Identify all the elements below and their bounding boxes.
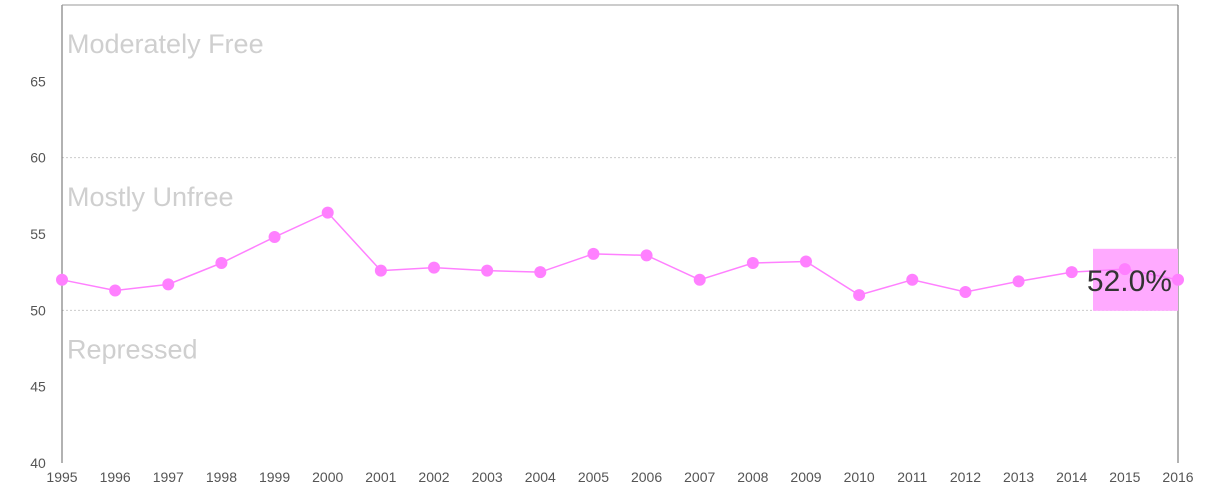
data-point-2012: [959, 286, 972, 299]
y-tick-55: 55: [30, 226, 46, 242]
data-point-2002: [428, 261, 440, 274]
data-point-2009: [800, 255, 812, 268]
grid-layer: [62, 157, 1178, 311]
data-point-2010: [853, 289, 866, 302]
data-point-2007: [693, 273, 706, 286]
data-point-2008: [746, 257, 759, 270]
x-tick-2011: 2011: [897, 469, 927, 485]
x-tick-2010: 2010: [844, 469, 875, 485]
data-point-2016: [1172, 273, 1184, 286]
y-tick-60: 60: [30, 150, 46, 166]
data-point-1995: [56, 273, 68, 286]
band-label-mostly-unfree: Mostly Unfree: [67, 182, 234, 212]
x-tick-2001: 2001: [365, 469, 396, 485]
data-point-2013: [1012, 275, 1025, 288]
data-point-2014: [1065, 266, 1078, 279]
x-tick-2015: 2015: [1109, 469, 1140, 485]
x-tick-2009: 2009: [790, 469, 821, 485]
data-point-2005: [587, 247, 600, 260]
series-layer: [56, 206, 1184, 302]
x-tick-2008: 2008: [737, 469, 768, 485]
data-point-2011: [906, 273, 919, 286]
x-tick-2016: 2016: [1162, 469, 1193, 485]
x-tick-2000: 2000: [312, 469, 343, 485]
band-label-repressed: Repressed: [67, 335, 198, 365]
value-label-layer: 52.0%: [1087, 265, 1172, 298]
x-tick-2006: 2006: [631, 469, 662, 485]
y-tick-65: 65: [30, 73, 46, 89]
data-point-2015: [1118, 263, 1131, 276]
x-tick-2007: 2007: [684, 469, 715, 485]
x-tick-2003: 2003: [472, 469, 503, 485]
x-tick-1999: 1999: [259, 469, 290, 485]
x-tick-1997: 1997: [153, 469, 184, 485]
x-tick-1996: 1996: [100, 469, 131, 485]
highlight-layer: [1093, 248, 1178, 311]
y-tick-40: 40: [30, 455, 46, 471]
data-point-2004: [534, 266, 547, 279]
x-tick-2012: 2012: [950, 469, 981, 485]
band-labels: Moderately Free Mostly Unfree Repressed: [67, 29, 264, 364]
x-tick-2002: 2002: [418, 469, 449, 485]
data-point-2006: [640, 249, 653, 262]
x-tick-2004: 2004: [525, 469, 556, 485]
y-tick-labels: 40 45 50 55 60 65: [30, 73, 46, 471]
series-line: [61, 211, 1179, 296]
x-tick-1995: 1995: [46, 469, 77, 485]
data-point-1999: [268, 231, 281, 244]
data-point-2003: [481, 264, 494, 277]
x-tick-1998: 1998: [206, 469, 237, 485]
data-point-1997: [162, 278, 175, 291]
y-tick-50: 50: [30, 302, 46, 318]
x-tick-2013: 2013: [1003, 469, 1034, 485]
highlight-value-label: 52.0%: [1087, 265, 1172, 298]
axes: [61, 4, 1179, 463]
data-point-2000: [321, 206, 334, 219]
band-label-moderately-free: Moderately Free: [67, 29, 264, 59]
highlight-box: [1093, 248, 1178, 311]
x-tick-2005: 2005: [578, 469, 609, 485]
x-tick-labels: 1995 1996 1997 1998 1999 2000 2001 2002 2003 2004…: [46, 469, 1193, 485]
data-point-1996: [109, 284, 122, 297]
data-point-2001: [374, 264, 387, 277]
y-tick-45: 45: [30, 379, 46, 395]
x-tick-2014: 2014: [1056, 469, 1087, 485]
data-point-1998: [215, 257, 228, 270]
